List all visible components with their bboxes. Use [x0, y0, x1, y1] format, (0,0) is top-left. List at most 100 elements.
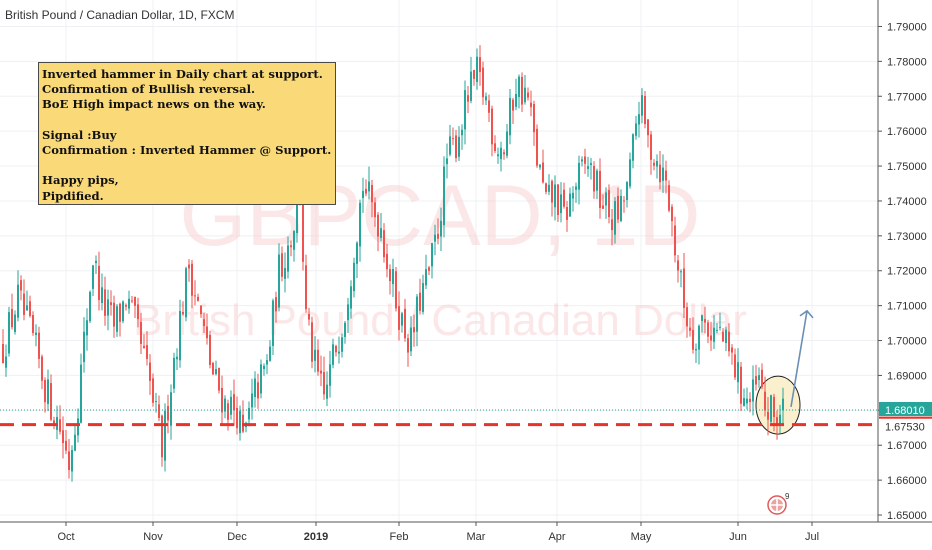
candle-body	[62, 430, 64, 444]
candle-body	[173, 357, 175, 389]
candle-body	[14, 314, 16, 333]
candle-body	[194, 295, 196, 297]
candle-body	[761, 369, 763, 387]
candle-body	[215, 368, 217, 375]
candle-body	[431, 243, 433, 267]
candle-body	[269, 346, 271, 361]
bullish-arrow[interactable]	[790, 309, 814, 407]
candle-body	[161, 415, 163, 458]
candle-body	[662, 167, 664, 181]
candle-body	[503, 152, 505, 155]
candle-body	[473, 69, 475, 79]
analysis-note[interactable]: Inverted hammer in Daily chart at suppor…	[38, 62, 336, 205]
x-tick-label: Jul	[805, 531, 819, 543]
candle-body	[263, 365, 265, 369]
candle-body	[71, 450, 73, 472]
candle-body	[224, 398, 226, 412]
candle-body	[2, 344, 4, 364]
arrow-head	[799, 309, 814, 319]
candle-body	[182, 311, 184, 315]
candle-body	[200, 305, 202, 315]
candle-body	[629, 159, 631, 187]
x-tick-label: Feb	[390, 531, 409, 543]
note-line	[42, 158, 332, 173]
y-tick-label: 1.73000	[887, 231, 927, 243]
candle-body	[296, 198, 298, 234]
candle-body	[665, 170, 667, 181]
candle-body	[92, 265, 94, 289]
candle-body	[752, 379, 754, 402]
candle-body	[620, 195, 622, 221]
candle-body	[137, 304, 139, 320]
candle-body	[377, 214, 379, 237]
candle-body	[371, 185, 373, 203]
candle-body	[551, 180, 553, 203]
candle-body	[590, 163, 592, 166]
candle-body	[77, 418, 79, 436]
flag-icon[interactable]: 9	[767, 493, 789, 515]
candle-body	[392, 269, 394, 285]
x-tick-label: Jun	[729, 531, 747, 543]
candle-body	[566, 207, 568, 220]
candle-body	[527, 92, 529, 98]
y-tick-label: 1.67000	[887, 440, 927, 452]
candle-body	[230, 396, 232, 415]
candle-body	[8, 312, 10, 354]
candle-body	[509, 97, 511, 136]
candle-body	[398, 306, 400, 330]
candle-body	[218, 368, 220, 391]
candle-body	[113, 302, 115, 327]
candle-body	[35, 332, 37, 336]
candle-body	[632, 134, 634, 161]
candle-body	[680, 271, 682, 273]
candle-body	[482, 67, 484, 98]
candle-body	[731, 347, 733, 353]
candle-body	[440, 220, 442, 237]
candle-body	[467, 95, 469, 102]
x-tick-label: May	[631, 531, 652, 543]
candle-body	[80, 364, 82, 423]
candle-body	[344, 322, 346, 338]
candle-body	[767, 411, 769, 420]
candle-body	[443, 166, 445, 226]
candle-body	[410, 327, 412, 352]
candle-body	[341, 337, 343, 352]
candle-body	[605, 192, 607, 206]
candle-body	[287, 245, 289, 272]
candle-body	[38, 332, 40, 359]
watermark-name: British Pound / Canadian Dollar	[133, 296, 747, 345]
candle-body	[353, 262, 355, 292]
candle-body	[146, 345, 148, 359]
note-line: Pipdified.	[42, 188, 104, 203]
candle-body	[740, 366, 742, 404]
candle-body	[560, 194, 562, 214]
candle-body	[668, 185, 670, 211]
candle-body	[413, 327, 415, 333]
candle-body	[617, 195, 619, 220]
candle-body	[530, 102, 532, 108]
candle-body	[68, 451, 70, 471]
candle-body	[278, 254, 280, 308]
candle-body	[587, 166, 589, 169]
note-line: Signal :Buy	[42, 127, 117, 142]
price-label-box	[879, 418, 932, 435]
candle-body	[641, 95, 643, 116]
candle-body	[722, 331, 724, 342]
candle-body	[404, 308, 406, 339]
candle-body	[533, 103, 535, 133]
y-tick-label: 1.79000	[887, 21, 927, 33]
arrow-shaft	[790, 310, 808, 407]
candle-body	[599, 170, 601, 209]
candle-body	[545, 183, 547, 192]
note-line: Confirmation : Inverted Hammer @ Support…	[42, 142, 332, 157]
candle-body	[167, 406, 169, 421]
candle-body	[395, 271, 397, 309]
y-tick-label: 1.72000	[887, 266, 927, 278]
candle-body	[548, 184, 550, 192]
candle-body	[95, 260, 97, 264]
candle-body	[386, 253, 388, 270]
candle-body	[764, 391, 766, 411]
candle-body	[260, 364, 262, 394]
